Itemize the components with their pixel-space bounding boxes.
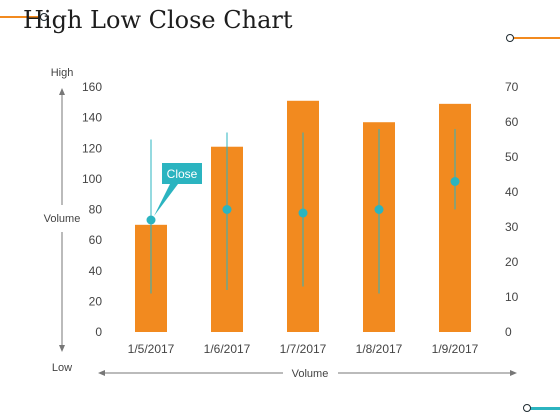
y-left-tick-label: 100 xyxy=(82,172,102,186)
y-axis-label: Volume xyxy=(44,213,81,225)
x-tick-label: 1/8/2017 xyxy=(356,342,403,356)
y-left-tick-label: 40 xyxy=(89,264,103,278)
y-axis-arrowhead-up xyxy=(59,88,65,95)
y-left-tick-label: 20 xyxy=(89,294,103,308)
decorative-line-top-left xyxy=(0,16,42,18)
x-axis-arrowhead-left xyxy=(98,370,105,376)
x-axis-arrowhead-right xyxy=(510,370,517,376)
close-marker xyxy=(298,208,308,218)
y-axis-bottom-label: Low xyxy=(52,362,72,374)
y-right-tick-label: 30 xyxy=(505,220,519,234)
x-tick-label: 1/7/2017 xyxy=(280,342,327,356)
y-right-tick-label: 70 xyxy=(505,80,519,94)
x-axis-label: Volume xyxy=(292,368,329,380)
decorative-line-top-right xyxy=(512,37,560,39)
decorative-dot-top-left xyxy=(40,13,48,21)
y-right-tick-label: 0 xyxy=(505,325,512,339)
close-marker xyxy=(374,205,384,214)
x-tick-label: 1/6/2017 xyxy=(204,342,251,356)
y-right-tick-label: 20 xyxy=(505,255,519,269)
x-tick-label: 1/9/2017 xyxy=(432,342,479,356)
decorative-dot-top-right xyxy=(506,34,514,42)
close-marker xyxy=(222,205,232,214)
decorative-dot-bottom-right xyxy=(523,404,531,412)
close-callout-label: Close xyxy=(167,167,198,181)
close-callout-box xyxy=(154,163,202,216)
y-left-tick-label: 80 xyxy=(89,203,103,217)
y-right-tick-label: 40 xyxy=(505,185,519,199)
y-left-tick-label: 140 xyxy=(82,111,102,125)
page-title: High Low Close Chart xyxy=(23,6,293,34)
y-axis-arrowhead-down xyxy=(59,345,65,352)
y-right-tick-label: 60 xyxy=(505,115,519,129)
y-left-tick-label: 120 xyxy=(82,141,102,155)
y-right-tick-label: 10 xyxy=(505,290,519,304)
close-marker xyxy=(146,215,156,225)
decorative-line-bottom-right xyxy=(530,407,560,410)
close-marker xyxy=(450,177,460,186)
y-left-tick-label: 160 xyxy=(82,80,102,94)
y-left-tick-label: 60 xyxy=(89,233,103,247)
y-right-tick-label: 50 xyxy=(505,150,519,164)
x-tick-label: 1/5/2017 xyxy=(128,342,175,356)
y-left-tick-label: 0 xyxy=(95,325,102,339)
y-axis-top-label: High xyxy=(51,67,74,79)
